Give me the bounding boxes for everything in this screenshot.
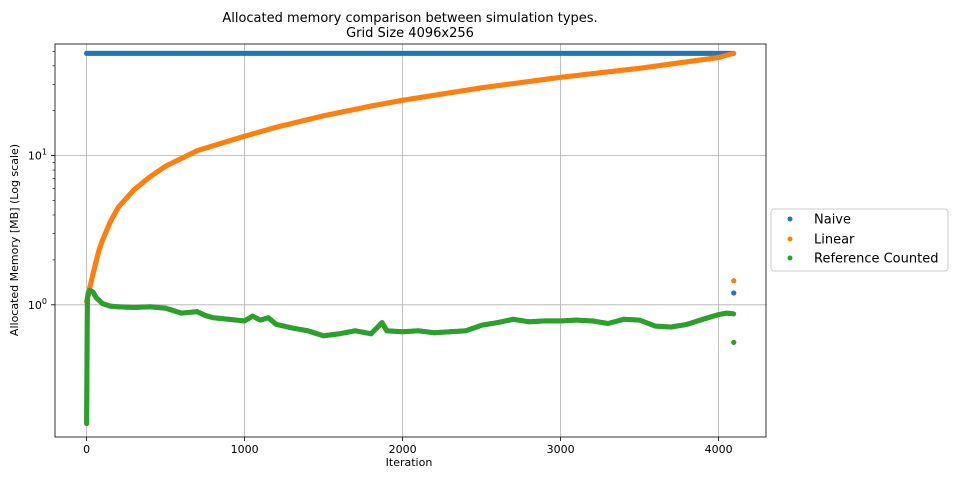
legend-label-linear: Linear (814, 233, 855, 248)
legend-label-reference-counted: Reference Counted (814, 252, 938, 267)
x-tick-label: 3000 (547, 443, 575, 456)
point-linear (731, 50, 737, 56)
x-axis-label: Iteration (386, 456, 433, 469)
legend-frame (770, 208, 949, 272)
point-reference-counted (731, 339, 737, 345)
legend-marker-naive (787, 216, 793, 222)
data-points (84, 50, 737, 427)
ticks: 0 1000 2000 3000 4000 100 101 (28, 51, 733, 456)
x-tick-label: 4000 (705, 443, 733, 456)
chart-title: Allocated memory comparison between simu… (222, 11, 597, 26)
x-tick-label: 0 (83, 443, 90, 456)
point-naive (731, 290, 737, 296)
x-tick-label: 1000 (231, 443, 259, 456)
y-axis-label: Allocated Memory [MB] (Log scale) (8, 144, 21, 336)
y-tick-label: 100 (28, 297, 47, 312)
legend: Naive Linear Reference Counted (770, 208, 949, 272)
point-reference-counted (731, 311, 737, 317)
point-linear (731, 278, 737, 284)
plot-frame (54, 43, 767, 438)
legend-marker-reference-counted (787, 255, 793, 261)
legend-marker-linear (787, 236, 793, 242)
legend-label-naive: Naive (814, 213, 851, 228)
chart-subtitle: Grid Size 4096x256 (346, 26, 474, 41)
y-tick-label: 101 (28, 148, 47, 163)
x-tick-label: 2000 (389, 443, 417, 456)
grid (55, 44, 766, 437)
